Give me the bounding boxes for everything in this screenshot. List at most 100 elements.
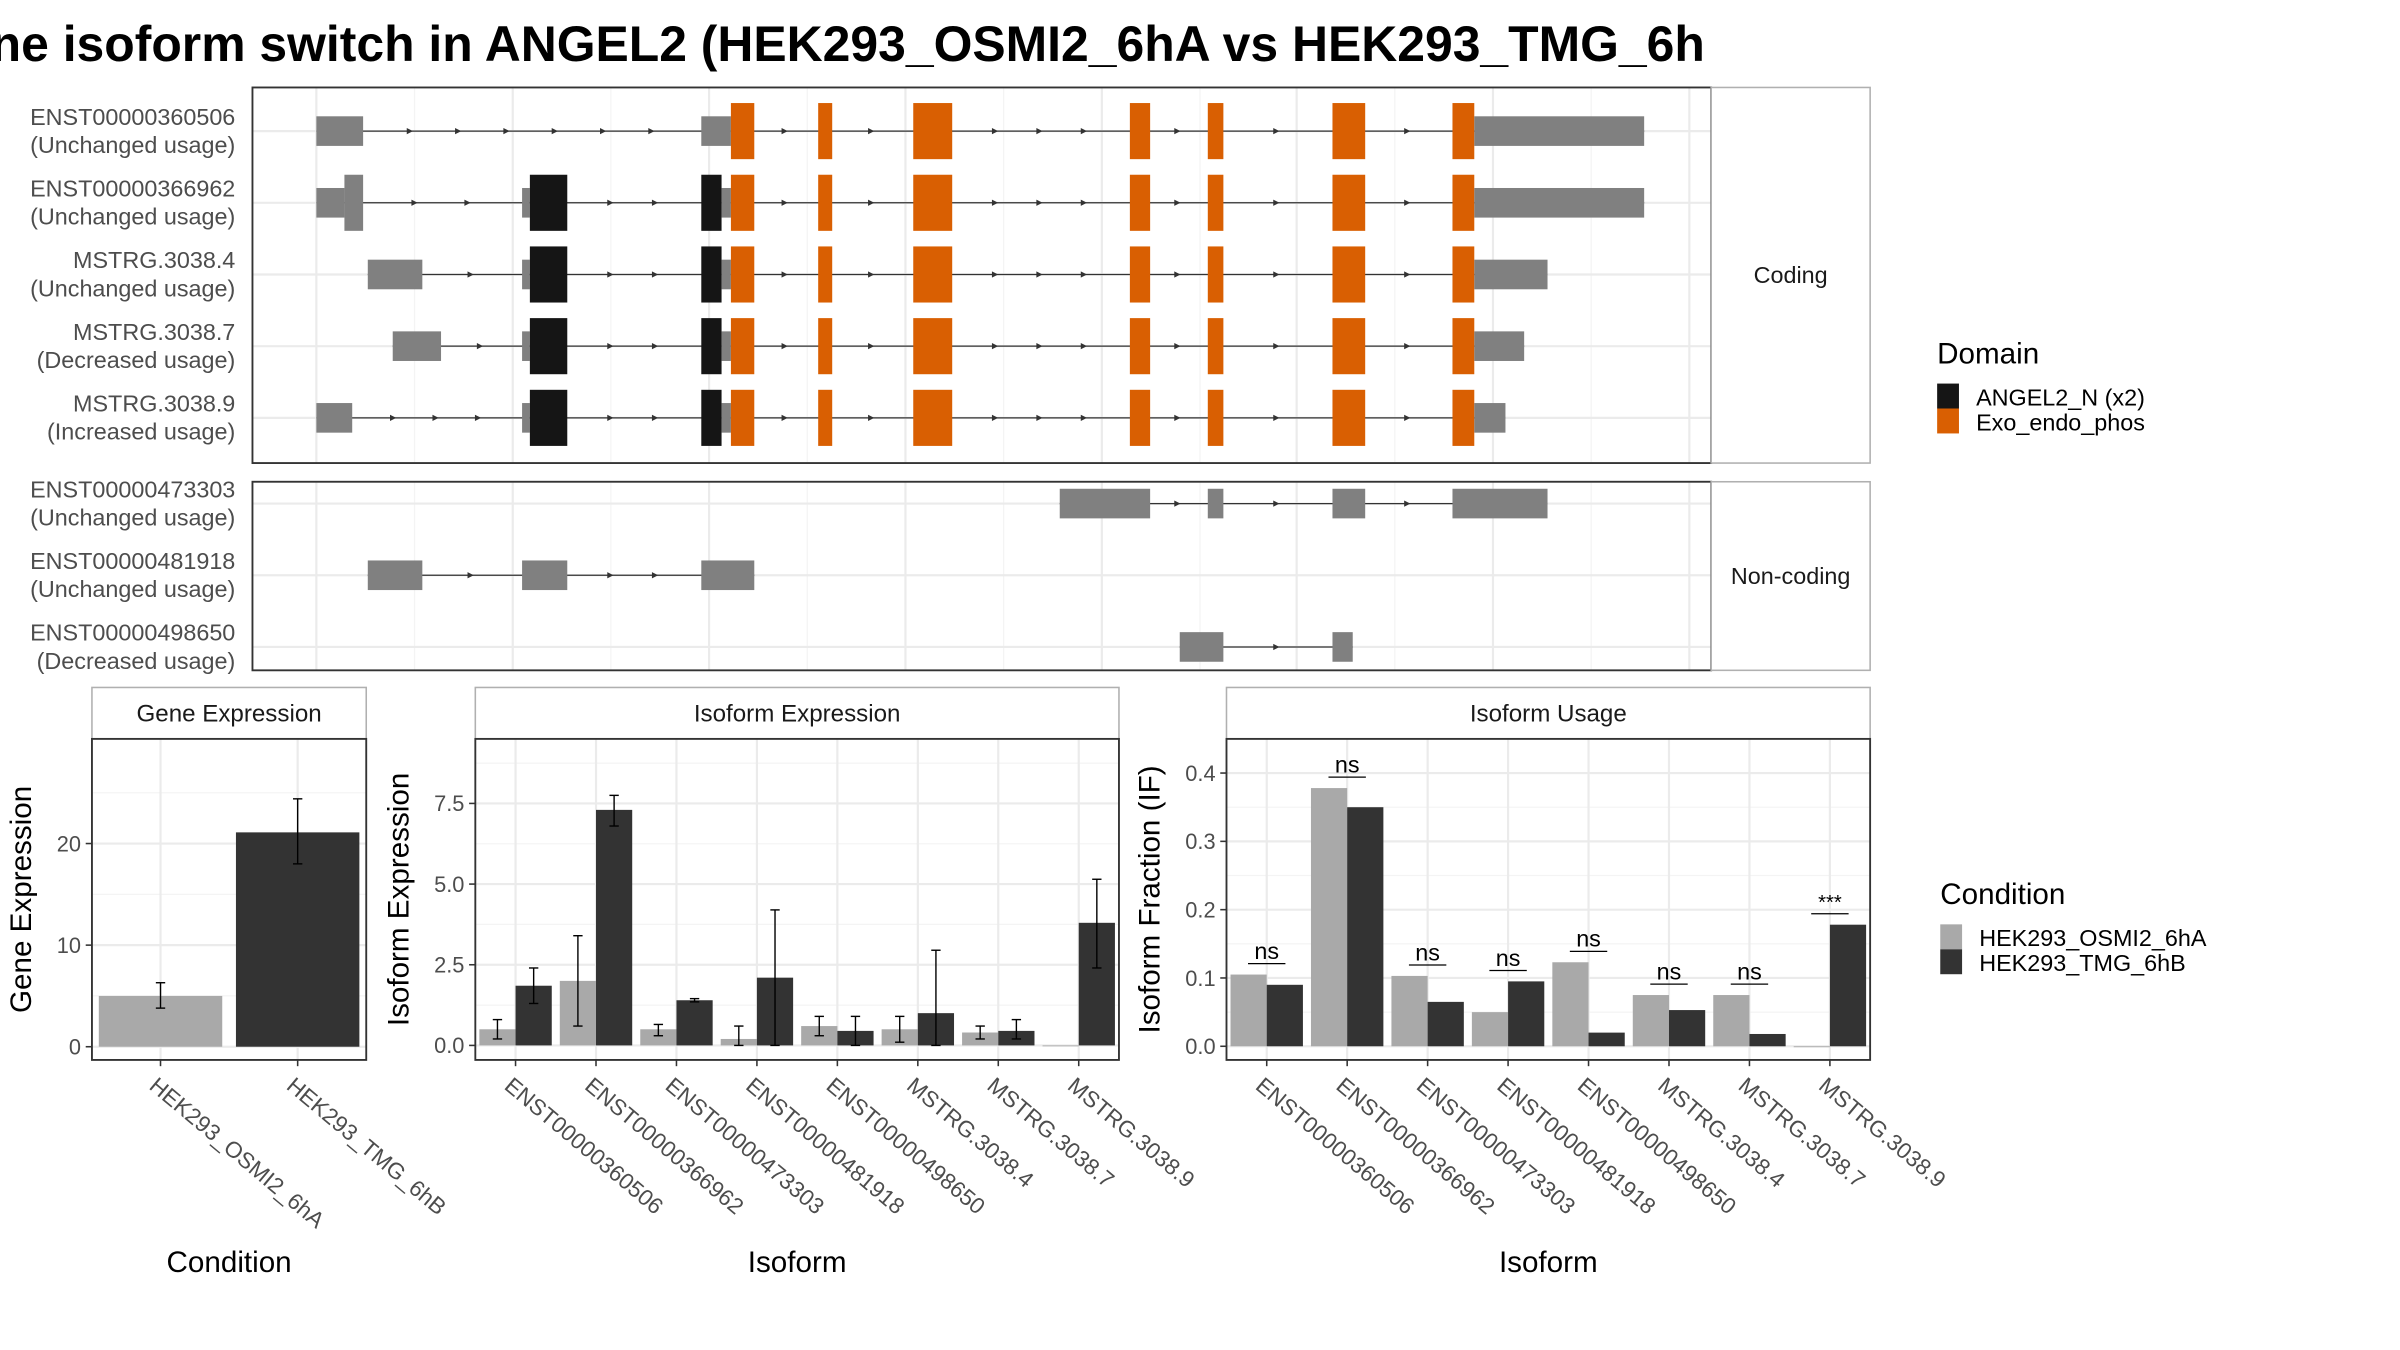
intron-arrow xyxy=(600,127,607,135)
domain-exo-endo-phos xyxy=(913,174,953,231)
intron-arrow xyxy=(651,572,659,579)
bar-tmg-5 xyxy=(1668,1010,1706,1047)
intron-arrow xyxy=(991,271,999,278)
significance-label: ns xyxy=(1657,958,1682,984)
intron-arrow xyxy=(1404,414,1411,421)
exon-utr xyxy=(701,116,731,146)
bar-osmi2-5 xyxy=(1632,995,1669,1047)
bar-tmg-2 xyxy=(1427,1001,1464,1047)
domain-exo-endo-phos xyxy=(913,318,953,375)
intron-arrow xyxy=(1404,343,1411,350)
exon-utr xyxy=(721,403,731,433)
intron-arrow xyxy=(551,127,558,135)
intron-arrow xyxy=(1404,271,1411,278)
condition-legend: Condition HEK293_OSMI2_6hA HEK293_TMG_6h… xyxy=(1940,878,2207,976)
transcript-usage-label: (Decreased usage) xyxy=(37,648,236,674)
bar-osmi2-7 xyxy=(1793,1046,1830,1048)
domain-exo-endo-phos xyxy=(730,174,755,231)
domain-angel2-n xyxy=(701,389,722,446)
transcript-id-label: ENST00000481918 xyxy=(30,548,235,574)
bar-1 xyxy=(235,832,360,1047)
y-tick-label: 0.2 xyxy=(1185,897,1215,922)
y-tick-label: 0.0 xyxy=(1185,1034,1215,1059)
intron-arrow xyxy=(432,414,439,421)
intron-arrow xyxy=(781,343,788,350)
domain-exo-endo-phos xyxy=(818,389,833,446)
intron-arrow xyxy=(781,199,788,206)
exon-utr xyxy=(721,331,731,361)
intron-arrow xyxy=(1273,127,1280,135)
domain-exo-endo-phos xyxy=(818,246,833,303)
domain-exo-endo-phos xyxy=(1207,103,1224,160)
significance-label: ns xyxy=(1496,945,1521,971)
domain-angel2-n xyxy=(701,246,722,303)
figure-title: ne isoform switch in ANGEL2 (HEK293_OSMI… xyxy=(0,16,1705,72)
domain-exo-endo-phos xyxy=(1129,246,1151,303)
transcript-usage-label: (Unchanged usage) xyxy=(30,204,235,230)
chart-title: Isoform Expression xyxy=(694,701,901,728)
exon-utr xyxy=(522,259,530,290)
exon-utr xyxy=(367,560,423,591)
domain-exo-endo-phos xyxy=(1452,246,1475,303)
transcript-usage-label: (Unchanged usage) xyxy=(30,132,235,158)
transcript-id-label: ENST00000473303 xyxy=(30,476,235,502)
intron-arrow xyxy=(991,343,999,350)
y-tick-label: 5.0 xyxy=(434,872,464,897)
domain-exo-endo-phos xyxy=(913,103,953,160)
y-tick-label: 10 xyxy=(57,933,81,958)
bar-osmi2-7 xyxy=(1042,1045,1079,1047)
exon-utr xyxy=(1179,632,1224,662)
intron-arrow xyxy=(607,343,614,350)
intron-arrow xyxy=(503,127,510,135)
condition-legend-swatch-2 xyxy=(1940,949,1963,975)
facet-strip xyxy=(1710,86,1871,464)
condition-legend-swatch-1 xyxy=(1940,924,1963,950)
intron-arrow xyxy=(651,199,659,206)
y-tick-label: 0.4 xyxy=(1185,761,1215,786)
exon-utr xyxy=(392,331,442,361)
bar-osmi2-2 xyxy=(640,1029,677,1046)
intron-arrow xyxy=(406,127,413,135)
intron-arrow xyxy=(651,414,659,421)
significance-label: ns xyxy=(1254,938,1279,964)
chart-panel-border xyxy=(474,737,1120,1061)
transcript-usage-label: (Unchanged usage) xyxy=(30,275,235,301)
exon-utr xyxy=(1474,116,1645,146)
isoform-usage-chart: Isoform Usage ns ns ns ns ns ns ns *** 0.0 0.1 0.2 0… xyxy=(1133,686,1950,1279)
bar-osmi2-2 xyxy=(1391,975,1428,1047)
intron-arrow xyxy=(1273,643,1280,651)
transcript-usage-label: (Increased usage) xyxy=(47,419,235,445)
domain-legend-label-angel2: ANGEL2_N (x2) xyxy=(1976,384,2145,410)
x-axis-title: Isoform xyxy=(1499,1246,1598,1279)
intron-arrow xyxy=(467,572,474,579)
y-tick-label: 0.1 xyxy=(1185,966,1215,991)
domain-exo-endo-phos xyxy=(1452,389,1475,446)
domain-angel2-n xyxy=(529,318,568,375)
domain-exo-endo-phos xyxy=(818,174,833,231)
domain-legend-title: Domain xyxy=(1937,337,2039,370)
intron-arrow xyxy=(476,343,484,350)
condition-legend-title: Condition xyxy=(1940,878,2065,911)
transcript-id-label: MSTRG.3038.4 xyxy=(73,247,235,273)
intron-arrow xyxy=(1036,199,1043,206)
y-axis-title: Isoform Expression xyxy=(382,773,415,1026)
domain-exo-endo-phos xyxy=(913,389,953,446)
exon-utr xyxy=(1332,488,1366,519)
domain-exo-endo-phos xyxy=(1207,389,1224,446)
intron-arrow xyxy=(1080,127,1088,135)
domain-exo-endo-phos xyxy=(730,389,755,446)
y-tick-label: 0 xyxy=(69,1035,81,1060)
exon-utr xyxy=(1207,488,1224,519)
bar-osmi2-3 xyxy=(1471,1012,1509,1047)
chart-title-strip xyxy=(1225,686,1871,740)
y-tick-label: 20 xyxy=(57,831,81,856)
intron-arrow xyxy=(651,343,659,350)
domain-exo-endo-phos xyxy=(730,246,755,303)
exon-utr xyxy=(522,187,530,218)
y-tick-label: 0.0 xyxy=(434,1033,464,1058)
exon-utr xyxy=(721,259,731,290)
domain-exo-endo-phos xyxy=(1332,318,1366,375)
condition-legend-label-2: HEK293_TMG_6hB xyxy=(1979,950,2185,976)
intron-arrow xyxy=(868,271,875,278)
